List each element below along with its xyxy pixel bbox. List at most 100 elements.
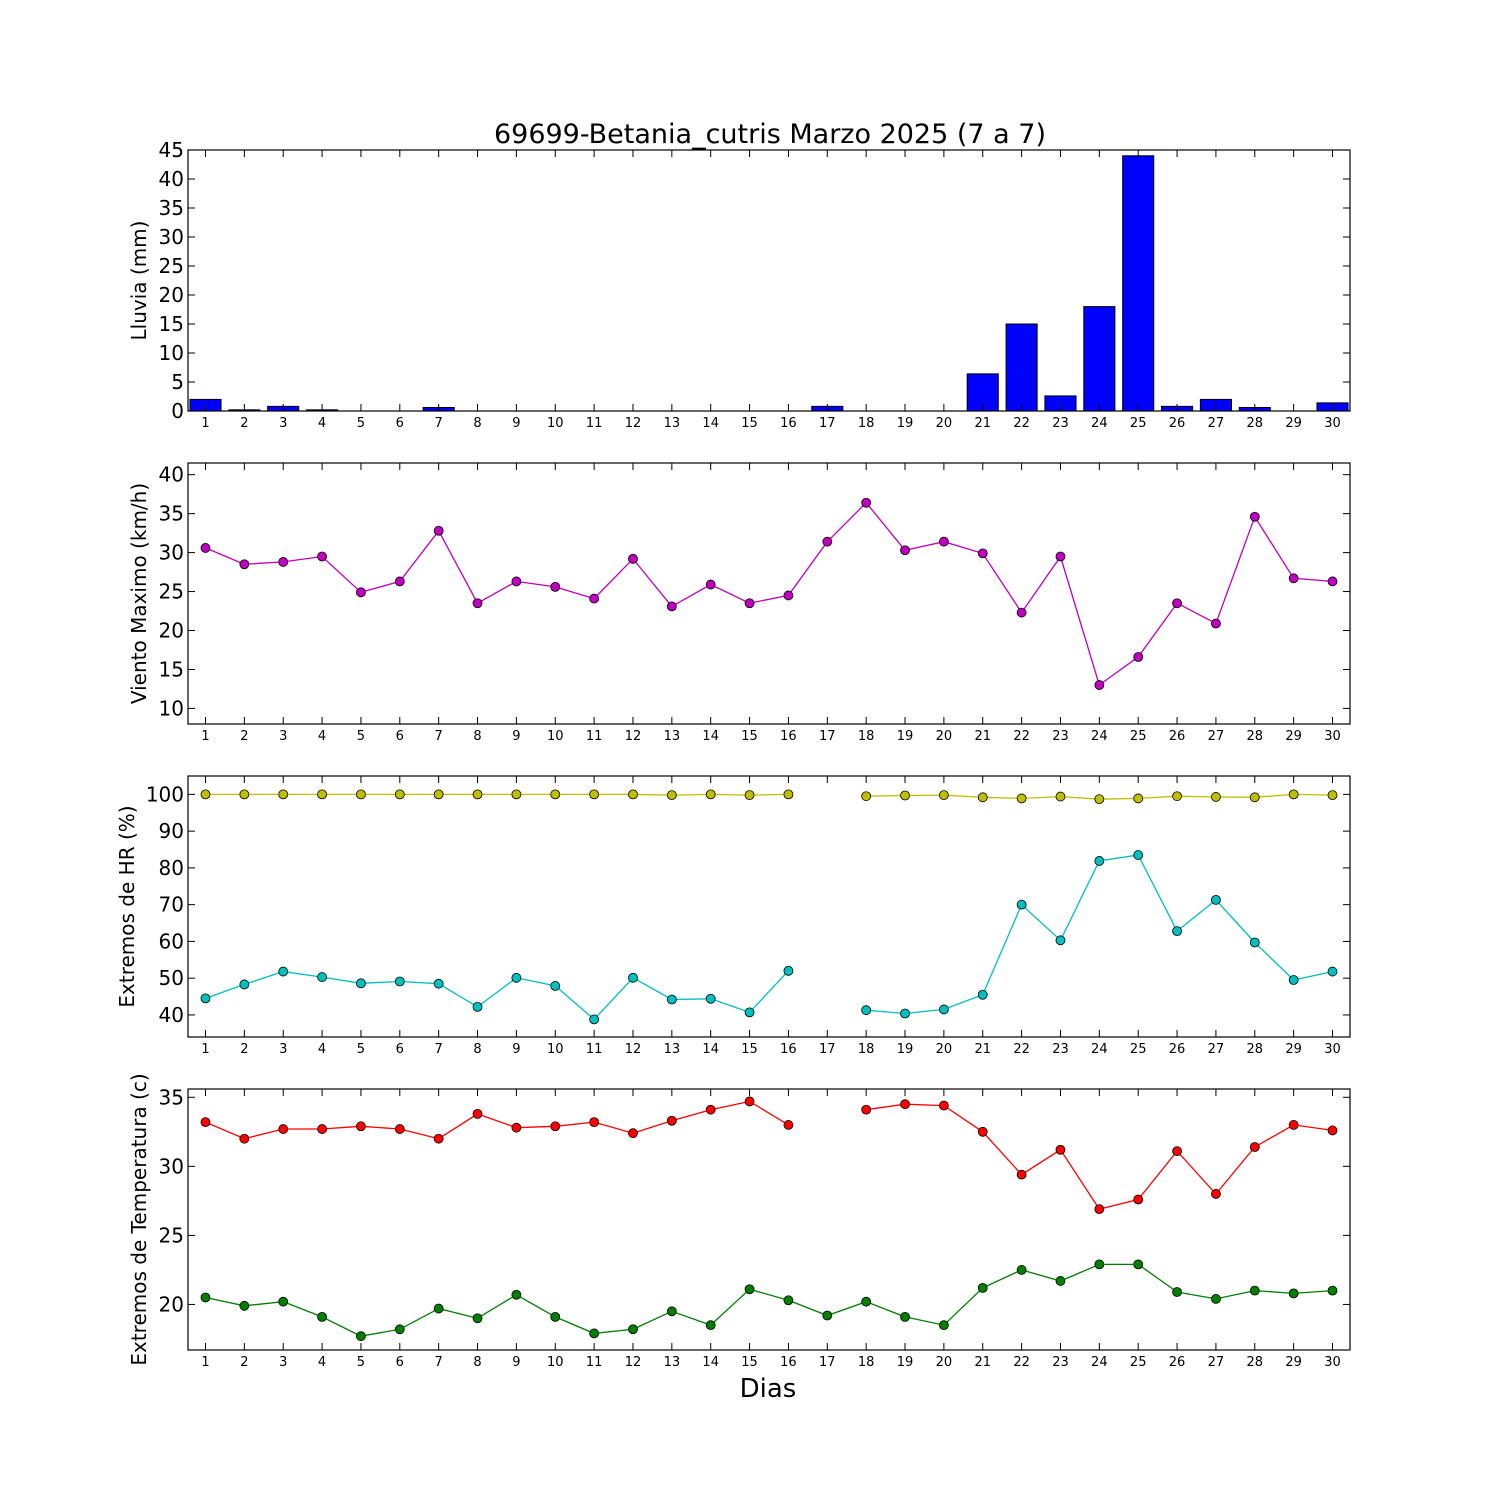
data-point [1327,966,1338,977]
x-tick-label: 21 [974,729,991,744]
data-point [278,1124,289,1134]
x-tick-label: 28 [1247,729,1264,744]
series-line-1 [205,1100,789,1140]
x-tick-label: 24 [1091,729,1108,744]
x-tick-label: 9 [512,1042,520,1057]
data-point [317,1124,327,1134]
data-point [628,1324,638,1335]
x-tick-label: 13 [664,1042,681,1057]
y-tick-label: 90 [159,819,184,843]
x-tick-label: 18 [858,1355,875,1370]
data-point [977,1126,988,1137]
x-tick-label: 17 [819,1042,836,1057]
x-tick-label: 6 [396,1355,404,1370]
data-point [666,1115,677,1126]
data-point [356,978,366,989]
y-tick-label: 40 [159,1003,184,1027]
y-tick-label: 60 [159,929,184,953]
data-point [861,791,872,802]
x-tick-label: 19 [897,1042,914,1057]
x-tick-label: 23 [1052,1042,1069,1057]
x-tick-label: 3 [279,1355,287,1370]
x-tick-label: 18 [858,416,875,431]
data-point [278,1296,289,1307]
data-point [511,789,522,800]
x-tick-label: 12 [625,1042,642,1057]
x-tick-label: 20 [936,1355,953,1370]
data-point [1055,791,1066,802]
x-tick-label: 17 [819,1355,836,1370]
data-point [744,1007,755,1018]
data-point [783,590,794,601]
data-point [938,1004,949,1015]
x-tick-label: 15 [741,1355,758,1370]
data-point [1211,894,1221,905]
y-tick-label: 30 [159,225,184,249]
y-tick-label: 100 [146,782,184,806]
x-tick-label: 10 [547,1042,564,1057]
data-point [705,993,716,1004]
data-point [666,790,677,801]
data-point [1172,1146,1182,1157]
x-tick-label: 9 [512,729,520,744]
x-tick-label: 24 [1091,416,1108,431]
x-tick-label: 1 [201,729,209,744]
data-point [317,972,327,982]
data-point [900,1099,910,1110]
x-tick-label: 2 [240,416,248,431]
data-point [239,1300,250,1311]
data-point [1055,1276,1066,1286]
x-tick-label: 12 [625,1355,642,1370]
data-point [589,1328,600,1339]
x-tick-label: 26 [1169,1042,1186,1057]
data-point [1249,792,1260,803]
x-tick-label: 6 [396,1042,404,1057]
x-tick-label: 1 [201,1355,209,1370]
data-point [472,598,483,609]
y-axis-label: Lluvia (mm) [127,221,151,341]
data-point [1288,975,1299,985]
y-tick-label: 15 [159,312,184,336]
data-point [589,1014,600,1025]
data-point [433,1303,444,1314]
data-point [1249,1285,1260,1296]
data-point [1211,1189,1221,1199]
x-tick-label: 21 [974,416,991,431]
data-point [1133,1194,1144,1205]
chart-title: 69699-Betania_cutris Marzo 2025 (7 a 7) [494,119,1046,150]
x-tick-label: 14 [702,1355,719,1370]
data-point [705,579,716,590]
data-point [1016,1265,1027,1275]
x-tick-label: 28 [1247,1355,1264,1370]
x-tick-label: 30 [1324,1355,1341,1370]
data-point [511,1122,522,1133]
data-point [1327,1125,1338,1136]
y-tick-label: 20 [159,283,184,307]
data-point [394,1324,405,1335]
data-point [628,553,638,564]
x-tick-label: 22 [1013,729,1030,744]
data-point [861,497,872,508]
data-point [705,1320,716,1331]
y-tick-label: 30 [159,541,184,565]
data-point [938,1320,949,1331]
data-point [783,1120,794,1130]
data-point [628,789,638,800]
x-tick-label: 27 [1208,729,1225,744]
data-point [1327,576,1338,587]
series-line-1 [205,501,1333,687]
data-point [628,1128,638,1139]
data-point [861,1005,872,1016]
x-tick-label: 25 [1130,729,1147,744]
y-tick-label: 45 [159,138,184,162]
x-tick-label: 29 [1285,729,1302,744]
plot-frame [187,462,1351,725]
data-point [1094,794,1105,805]
data-point [1055,551,1066,562]
data-point [1172,1287,1182,1297]
data-point [1172,926,1182,937]
x-tick-label: 13 [664,1355,681,1370]
x-tick-label: 7 [435,729,443,744]
x-tick-label: 26 [1169,1355,1186,1370]
x-tick-label: 17 [819,416,836,431]
